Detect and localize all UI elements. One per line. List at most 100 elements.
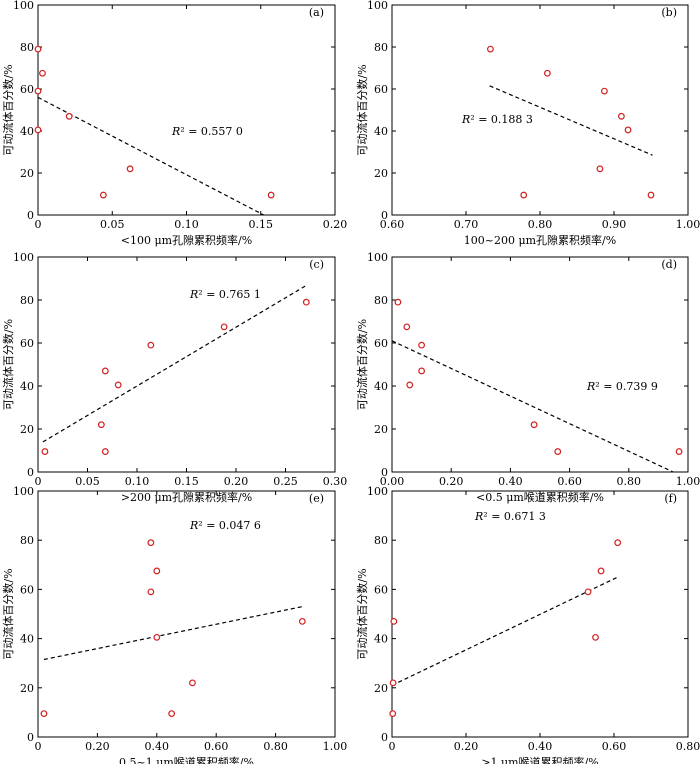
y-tick-label: 60 [374, 583, 388, 596]
r-squared-value: ² = 0.047 6 [198, 519, 261, 532]
r-squared-value: ² = 0.671 3 [483, 510, 546, 523]
r-squared-label: R² = 0.765 1 [189, 288, 261, 301]
x-tick-label: 0 [35, 740, 42, 753]
data-point [554, 448, 562, 455]
panel-label: (b) [661, 6, 677, 19]
r-symbol: R [189, 288, 198, 301]
data-point [298, 617, 306, 625]
data-point [41, 448, 49, 455]
y-tick-label: 20 [374, 167, 388, 180]
data-point [220, 323, 228, 331]
y-tick-label: 100 [367, 251, 388, 264]
x-tick-label: 1.00 [676, 475, 700, 488]
panel-label: (c) [309, 258, 324, 271]
x-axis-label: >1 μm喉道累积频率/% [481, 755, 598, 764]
data-point [97, 421, 105, 429]
panel-a: 0 0.05 0.10 0.15 0.20 0 20 40 60 80 100 <100 μm孔隙累积… [1, 0, 347, 247]
r-squared-value: ² = 0.188 3 [470, 113, 533, 126]
plot-frame [391, 4, 689, 216]
data-point [418, 367, 426, 375]
x-tick-label: 0.80 [263, 740, 288, 753]
y-tick-label: 40 [374, 380, 388, 393]
x-tick-label: 0.10 [174, 218, 199, 231]
data-point [520, 191, 528, 199]
x-tick-label: 0.05 [100, 218, 125, 231]
y-tick-label: 40 [374, 633, 388, 646]
x-axis-label: >200 μm孔隙累积频率/% [121, 490, 252, 504]
trend-line [489, 85, 653, 156]
r-squared-label: R² = 0.671 3 [474, 510, 546, 523]
data-point [406, 381, 414, 389]
y-axis-label: 可动流体百分数/% [1, 319, 15, 410]
y-axis-label: 可动流体百分数/% [355, 568, 369, 659]
trend-line [43, 606, 303, 661]
y-tick-label: 0 [381, 209, 388, 222]
data-point [618, 112, 625, 120]
data-point [624, 126, 632, 134]
x-tick-label: 0.60 [557, 475, 582, 488]
r-symbol: R [586, 380, 595, 393]
data-point [597, 567, 605, 575]
panel-label: (d) [661, 258, 677, 271]
data-point [584, 588, 592, 596]
r-symbol: R [189, 519, 198, 532]
y-tick-label: 20 [20, 423, 34, 436]
y-tick-label: 80 [374, 534, 388, 547]
plot-frame [391, 256, 689, 473]
data-point [390, 617, 398, 625]
data-point [39, 69, 46, 77]
data-point [596, 165, 604, 173]
y-tick-label: 60 [20, 83, 34, 96]
x-tick-label: 0.40 [498, 475, 523, 488]
panel-d: 0.00 0.20 0.40 0.60 0.80 1.00 0 20 40 60 80 100 <0.5… [355, 251, 700, 504]
x-tick-label: 0.20 [224, 475, 249, 488]
y-tick-label: 100 [367, 0, 388, 12]
y-tick-label: 20 [20, 682, 34, 695]
r-squared-value: ² = 0.557 0 [180, 125, 243, 138]
data-point [267, 191, 275, 199]
data-point [647, 191, 655, 199]
panel-e: 0 0.20 0.40 0.60 0.80 1.00 0 20 40 60 80 100 0.5~1 μ… [1, 485, 347, 764]
y-axis-label: 可动流体百分数/% [1, 64, 15, 155]
y-tick-label: 0 [27, 731, 34, 744]
y-tick-label: 100 [367, 485, 388, 498]
plot-frame [37, 490, 336, 738]
r-squared-label: R² = 0.047 6 [189, 519, 261, 532]
data-point [302, 298, 310, 306]
y-tick-label: 20 [374, 682, 388, 695]
y-tick-label: 60 [374, 337, 388, 350]
x-tick-label: 1.00 [676, 218, 700, 231]
panel-c: 0 0.05 0.10 0.15 0.20 0.25 0.30 0 20 40 60 80 100 >20… [1, 251, 347, 504]
data-point [114, 381, 122, 389]
trend-line [37, 96, 264, 216]
x-tick-label: 0.40 [145, 740, 170, 753]
data-point [40, 710, 48, 718]
y-tick-label: 40 [20, 380, 34, 393]
x-tick-label: 0.60 [380, 218, 405, 231]
panel-b: 0.60 0.70 0.80 0.90 1.00 0 20 40 60 80 100 100~200 … [355, 0, 700, 247]
y-axis-label: 可动流体百分数/% [355, 319, 369, 410]
x-tick-label: 0.80 [617, 475, 642, 488]
data-point [394, 298, 402, 306]
panel-label: (a) [309, 6, 324, 19]
y-tick-label: 40 [20, 633, 34, 646]
data-point [153, 567, 161, 575]
data-point [34, 45, 42, 53]
data-point [403, 323, 411, 331]
data-point [189, 679, 196, 687]
x-tick-label: 0.05 [75, 475, 100, 488]
data-point [153, 633, 161, 641]
x-tick-label: 0.15 [249, 218, 274, 231]
x-tick-label: 0.40 [528, 740, 553, 753]
data-point [101, 367, 109, 375]
data-point [530, 421, 538, 429]
panel-f: 0 0.20 0.40 0.60 0.80 0 20 40 60 80 100 >1 μm喉道累积频率… [355, 485, 700, 764]
y-tick-label: 0 [27, 466, 34, 479]
data-point [418, 341, 426, 349]
data-point [592, 633, 599, 641]
data-point [34, 126, 42, 134]
x-tick-label: 0.20 [85, 740, 110, 753]
trend-line [42, 285, 306, 443]
data-point [675, 448, 683, 455]
